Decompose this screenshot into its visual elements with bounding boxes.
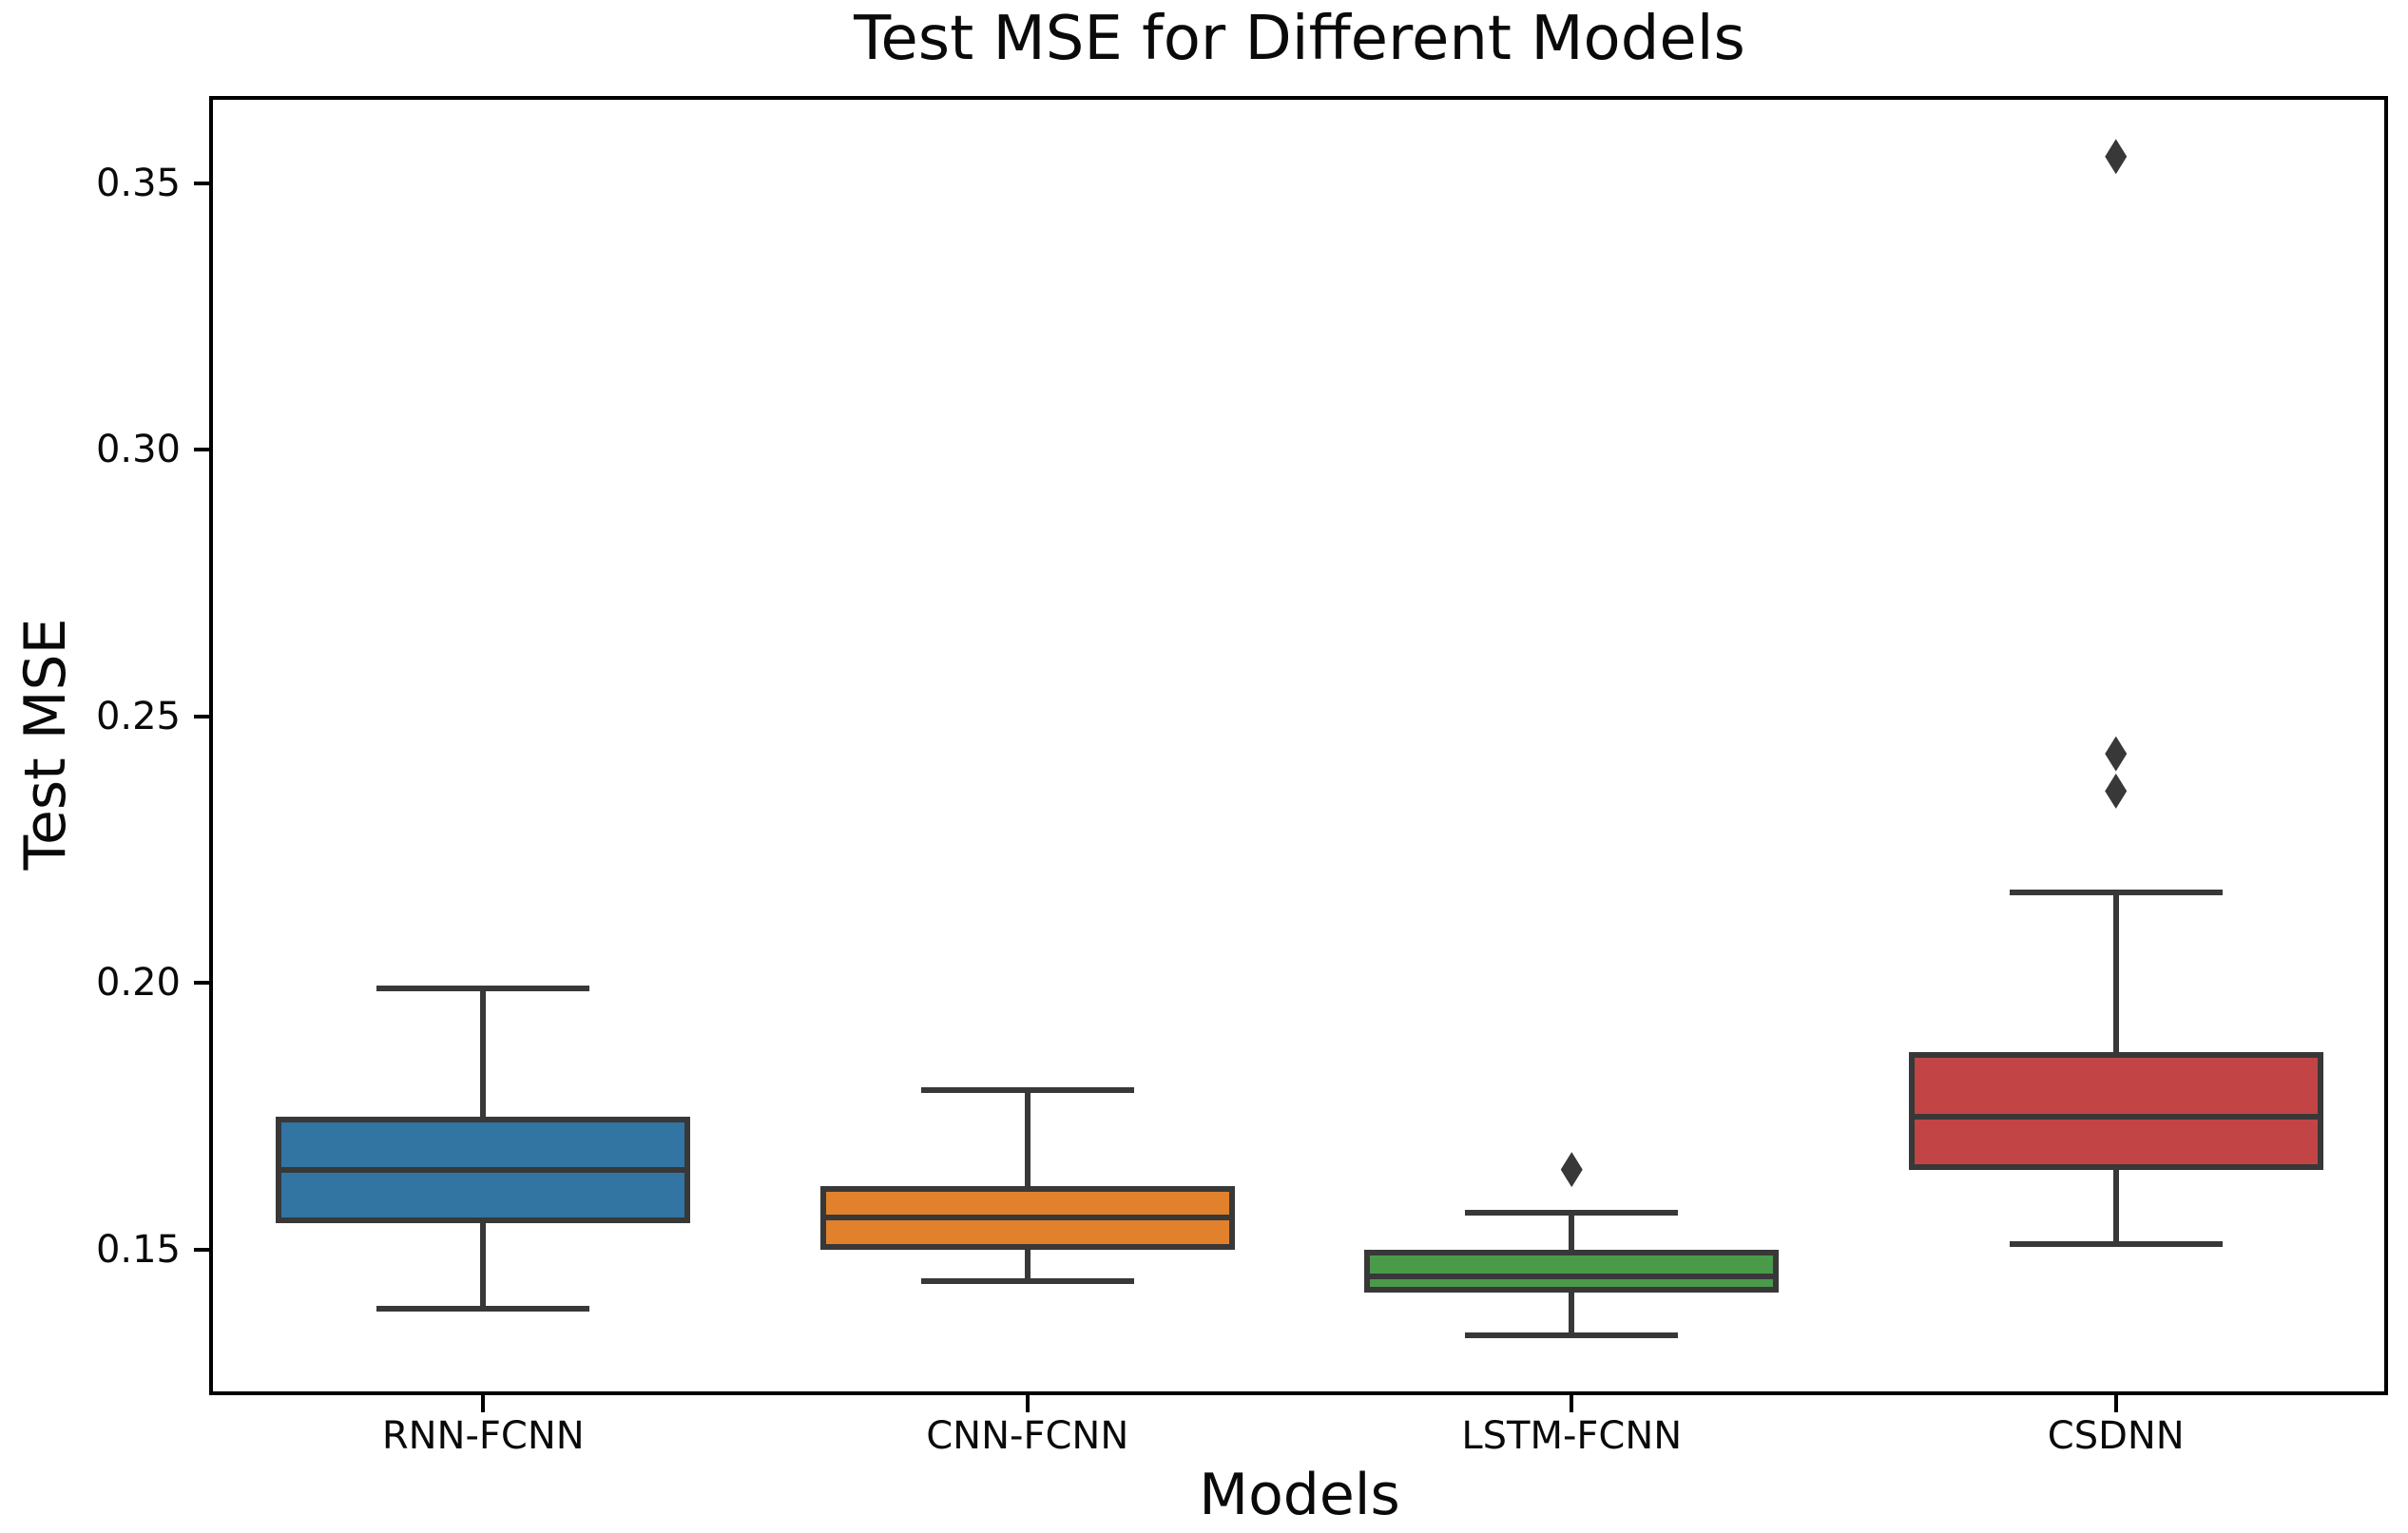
box-csdnn — [1908, 1052, 2323, 1170]
outlier-lstm-fcnn — [1560, 1152, 1583, 1188]
y-tick-label: 0.15 — [95, 1227, 181, 1272]
y-tick-mark — [194, 981, 211, 986]
outlier-csdnn — [2105, 773, 2128, 809]
whisker-cap-min-csdnn — [2009, 1241, 2223, 1248]
x-tick-mark — [481, 1395, 486, 1412]
y-tick-label: 0.20 — [95, 961, 181, 1006]
median-cnn-fcnn — [825, 1215, 1229, 1221]
whisker-cap-max-rnn-fcnn — [376, 985, 590, 991]
whisker-lower-rnn-fcnn — [480, 1222, 487, 1309]
y-tick-label: 0.25 — [95, 694, 181, 738]
x-tick-label-cnn-fcnn: CNN-FCNN — [926, 1414, 1129, 1458]
x-tick-mark — [1570, 1395, 1574, 1412]
whisker-cap-min-lstm-fcnn — [1465, 1332, 1679, 1338]
y-tick-mark — [194, 1247, 211, 1252]
y-tick-label: 0.35 — [95, 161, 181, 205]
outlier-csdnn — [2105, 139, 2128, 175]
x-tick-label-lstm-fcnn: LSTM-FCNN — [1461, 1414, 1683, 1458]
whisker-lower-lstm-fcnn — [1569, 1292, 1575, 1335]
whisker-cap-max-cnn-fcnn — [920, 1086, 1134, 1093]
outlier-csdnn — [2105, 736, 2128, 772]
whisker-cap-min-rnn-fcnn — [376, 1305, 590, 1312]
whisker-cap-max-lstm-fcnn — [1465, 1209, 1679, 1216]
box-lstm-fcnn — [1364, 1249, 1780, 1293]
median-lstm-fcnn — [1370, 1273, 1774, 1279]
x-axis-label: Models — [1199, 1462, 1400, 1528]
whisker-cap-min-cnn-fcnn — [920, 1278, 1134, 1285]
x-tick-label-csdnn: CSDNN — [2047, 1414, 2185, 1458]
whisker-upper-lstm-fcnn — [1569, 1212, 1575, 1250]
x-tick-mark — [1025, 1395, 1030, 1412]
median-rnn-fcnn — [281, 1166, 685, 1173]
y-axis-label: Test MSE — [12, 618, 79, 871]
whisker-upper-cnn-fcnn — [1024, 1089, 1031, 1186]
x-tick-label-rnn-fcnn: RNN-FCNN — [381, 1414, 585, 1458]
chart-title: Test MSE for Different Models — [854, 4, 1745, 74]
whisker-upper-csdnn — [2112, 891, 2119, 1053]
y-tick-mark — [194, 714, 211, 719]
whisker-upper-rnn-fcnn — [480, 987, 487, 1117]
y-tick-mark — [194, 181, 211, 185]
y-tick-label: 0.30 — [95, 428, 181, 472]
x-tick-mark — [2113, 1395, 2118, 1412]
y-tick-mark — [194, 448, 211, 452]
whisker-lower-csdnn — [2112, 1169, 2119, 1245]
whisker-cap-max-csdnn — [2009, 889, 2223, 895]
whisker-lower-cnn-fcnn — [1024, 1249, 1031, 1282]
median-csdnn — [1914, 1113, 2318, 1120]
